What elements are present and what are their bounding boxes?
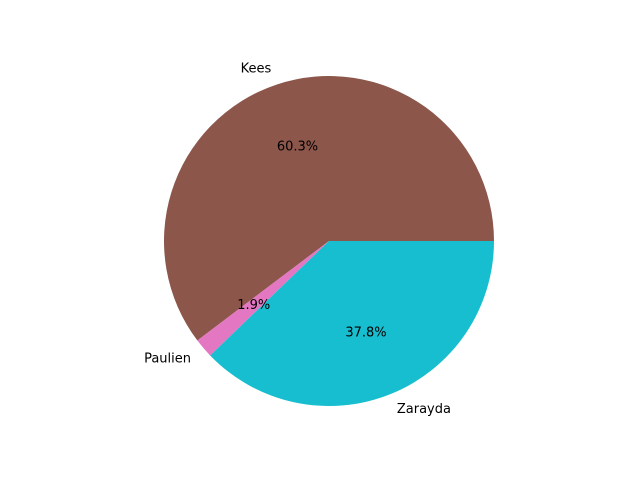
pie-slice-kees xyxy=(164,76,494,341)
percent-label-zarayda: 37.8% xyxy=(345,325,386,340)
percent-label-kees: 60.3% xyxy=(277,140,318,155)
pie-slice-paulien xyxy=(197,241,329,356)
percent-label-paulien: 1.9% xyxy=(237,298,270,313)
pie-slice-zarayda xyxy=(210,241,494,406)
slice-label-kees: Kees xyxy=(241,61,272,76)
pie-slices xyxy=(164,76,494,406)
slice-label-zarayda: Zarayda xyxy=(397,402,451,417)
slice-label-paulien: Paulien xyxy=(144,351,191,366)
pie-labels: Kees 60.3% Paulien 1.9% Zarayda 37.8% xyxy=(144,61,451,416)
